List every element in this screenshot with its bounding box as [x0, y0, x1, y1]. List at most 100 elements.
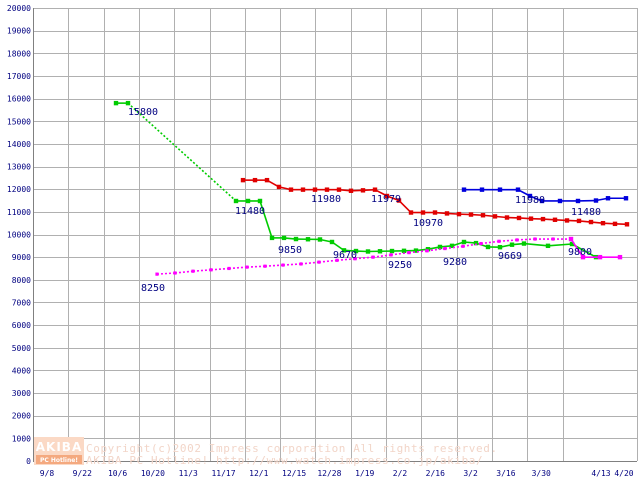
data-point: [449, 243, 455, 249]
labels-red: 11980 11979 10970: [311, 194, 443, 229]
data-point: [281, 263, 285, 267]
data-point: [233, 198, 239, 204]
x-tick-label: 9/8: [40, 469, 55, 478]
data-point: [497, 239, 501, 243]
series-segment: [444, 245, 464, 250]
data-point: [485, 244, 491, 250]
data-point: [299, 262, 303, 266]
data-point: [125, 100, 131, 106]
data-value-label: 9850: [278, 245, 302, 256]
y-tick-label: 3000: [12, 389, 31, 398]
data-point: [396, 198, 402, 203]
data-value-label: 11480: [235, 206, 265, 217]
series-segment: [336, 257, 356, 262]
labels-blue: 11980 11480: [515, 195, 601, 218]
data-value-label: 11980: [311, 194, 341, 205]
data-point: [480, 213, 486, 218]
y-tick-label: 12000: [7, 185, 31, 194]
data-point: [281, 235, 287, 241]
data-point: [377, 249, 383, 254]
data-point: [540, 216, 546, 222]
data-point: [533, 237, 537, 241]
x-tick-label: 12/1: [249, 469, 268, 478]
data-point: [365, 249, 371, 254]
x-tick-label: 3/2: [463, 469, 478, 478]
data-point: [264, 177, 270, 183]
data-point: [372, 187, 378, 192]
y-tick-label: 9000: [12, 253, 31, 262]
data-point: [576, 218, 582, 224]
x-tick-label: 11/17: [211, 469, 235, 478]
y-tick-label: 16000: [7, 95, 31, 104]
data-point: [504, 215, 510, 220]
data-point: [552, 217, 558, 222]
data-value-label: 15800: [128, 107, 158, 118]
data-point: [492, 214, 498, 219]
data-point: [293, 236, 299, 242]
series-segment: [390, 251, 410, 256]
data-point: [288, 187, 294, 192]
x-tick-label: 3/30: [532, 469, 551, 478]
data-point: [432, 210, 438, 215]
data-point: [173, 271, 177, 275]
data-point: [624, 222, 630, 227]
data-point: [300, 187, 306, 192]
data-point: [408, 210, 414, 215]
series-segment: [318, 259, 338, 263]
data-point: [461, 244, 465, 248]
series-segment: [210, 267, 230, 271]
data-point: [407, 251, 411, 255]
copyright-line-1: Copyright(c)2002 Impress corporation All…: [86, 442, 498, 455]
data-point: [209, 268, 213, 272]
x-tick-label: 2/2: [393, 469, 408, 478]
data-point: [568, 236, 574, 242]
data-point: [245, 265, 249, 269]
data-point: [564, 218, 570, 223]
data-point: [425, 249, 429, 253]
data-point: [257, 198, 263, 204]
data-point: [569, 241, 575, 247]
x-tick-label: 9/22: [73, 469, 92, 478]
data-point: [371, 255, 375, 259]
series-magenta: [155, 236, 623, 276]
data-value-label: 8250: [141, 283, 165, 294]
x-tick-label: 11/3: [179, 469, 198, 478]
data-point: [443, 246, 447, 251]
data-point: [348, 188, 354, 193]
series-segment: [228, 266, 248, 270]
data-point: [516, 215, 522, 221]
data-point: [413, 248, 419, 253]
y-tick-label: 17000: [7, 72, 31, 81]
data-value-label: 10970: [413, 218, 443, 229]
data-point: [336, 187, 342, 192]
series-segment: [570, 238, 584, 258]
data-point: [588, 219, 594, 225]
data-point: [545, 243, 551, 249]
data-point: [335, 258, 339, 262]
data-point: [617, 254, 623, 260]
x-tick-label: 4/13: [591, 469, 610, 478]
data-point: [575, 198, 581, 204]
data-point: [479, 241, 483, 246]
data-point: [456, 211, 462, 217]
data-point: [324, 187, 330, 192]
data-point: [515, 238, 519, 242]
series-segment: [547, 243, 573, 247]
data-point: [341, 248, 347, 253]
data-point: [317, 237, 323, 242]
data-point: [269, 235, 275, 241]
y-tick-label: 1000: [12, 434, 31, 443]
data-point: [360, 188, 366, 193]
data-value-label: 11979: [371, 194, 401, 205]
data-point: [353, 257, 357, 261]
data-point: [384, 193, 390, 199]
data-point: [252, 177, 258, 183]
y-tick-label: 20000: [7, 4, 31, 13]
axes: [33, 8, 637, 462]
y-tick-label: 14000: [7, 140, 31, 149]
footer-watermark: AKIBA PC Hotline! Copyright(c)2002 Impress…: [34, 437, 498, 467]
data-point: [227, 266, 231, 271]
y-tick-label: 10000: [7, 231, 31, 240]
pc-hotline-logo-text: PC Hotline!: [40, 457, 78, 464]
data-point: [479, 187, 485, 192]
